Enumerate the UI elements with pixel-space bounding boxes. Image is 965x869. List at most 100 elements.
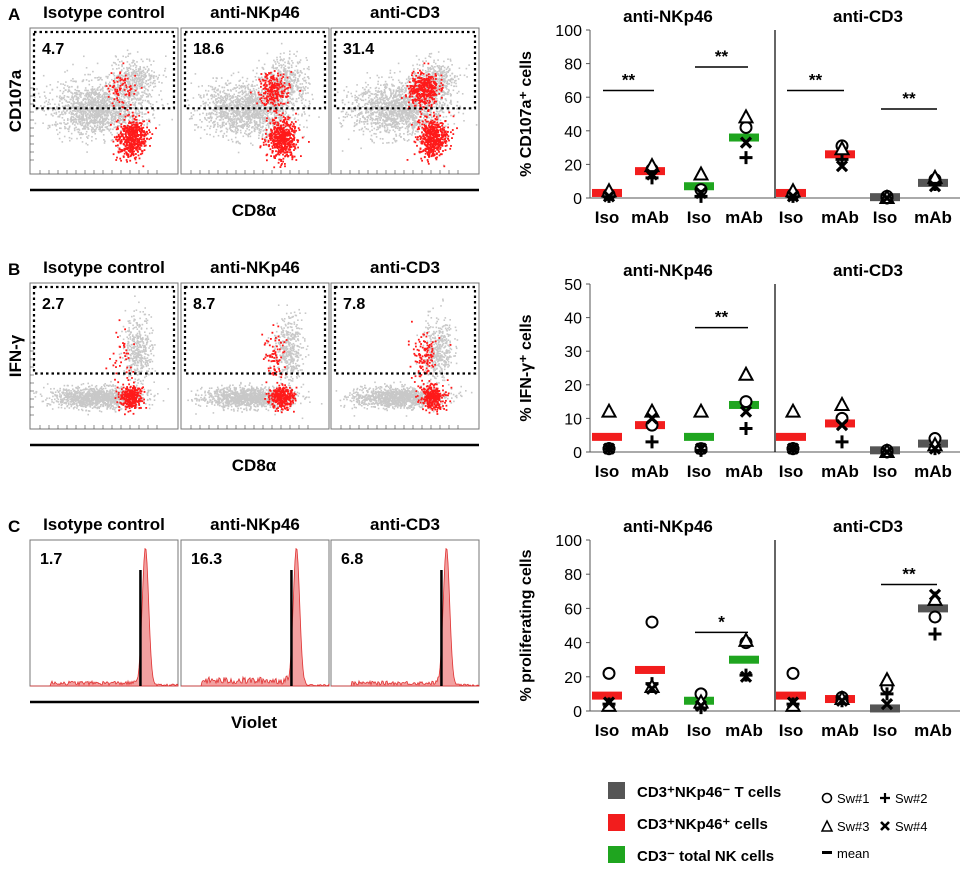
gray-event: [90, 79, 93, 82]
gray-event: [122, 115, 124, 117]
gray-event: [229, 124, 231, 127]
gray-event: [102, 110, 104, 112]
gray-event: [140, 97, 142, 100]
gray-event: [70, 132, 73, 135]
gray-event: [228, 123, 231, 125]
red-event: [136, 146, 139, 149]
gray-event: [109, 114, 112, 116]
gray-event: [296, 69, 299, 72]
gray-event: [223, 105, 225, 108]
red-event: [139, 122, 142, 124]
gray-event: [127, 82, 129, 84]
gray-event: [123, 92, 125, 95]
red-event: [119, 88, 121, 91]
gray-event: [106, 106, 108, 108]
red-event: [120, 131, 122, 134]
gray-event: [124, 113, 127, 116]
gray-event: [93, 116, 95, 119]
red-event: [134, 134, 137, 137]
gray-event: [220, 130, 223, 132]
gray-event: [98, 109, 101, 111]
gray-event: [247, 123, 250, 125]
gray-event: [204, 118, 207, 120]
gray-event: [92, 93, 95, 95]
gray-event: [81, 119, 83, 121]
gray-event: [246, 102, 249, 104]
gray-event: [129, 52, 132, 55]
gray-event: [257, 105, 259, 107]
red-event: [118, 101, 121, 103]
red-event: [280, 114, 283, 117]
gray-event: [255, 126, 257, 128]
gray-event: [78, 102, 80, 104]
gray-event: [107, 115, 109, 117]
gray-event: [134, 103, 136, 105]
red-event: [286, 143, 288, 146]
gray-event: [133, 96, 136, 99]
gray-event: [203, 96, 205, 98]
gray-event: [70, 119, 73, 121]
gray-event: [85, 142, 87, 145]
gray-event: [143, 76, 146, 78]
gray-event: [255, 121, 258, 123]
gray-event: [105, 75, 107, 78]
gray-event: [232, 72, 235, 75]
gray-event: [81, 115, 83, 118]
gray-event: [107, 121, 109, 124]
gray-event: [282, 63, 285, 66]
gray-event: [106, 128, 109, 130]
gray-event: [141, 101, 143, 104]
gray-event: [235, 130, 237, 133]
gray-event: [91, 100, 93, 103]
gray-event: [88, 98, 90, 101]
gray-event: [130, 91, 133, 93]
gray-event: [80, 118, 82, 120]
gray-event: [107, 75, 109, 78]
gray-event: [236, 103, 238, 106]
gray-event: [123, 72, 126, 75]
gray-event: [217, 124, 219, 126]
gray-event: [75, 89, 78, 92]
gray-event: [155, 75, 157, 78]
gray-event: [87, 73, 89, 76]
gray-event: [246, 122, 248, 125]
red-event: [133, 136, 136, 138]
gray-event: [88, 91, 90, 94]
gray-event: [102, 122, 105, 125]
red-event: [124, 133, 127, 135]
gray-event: [118, 113, 120, 115]
gray-event: [94, 94, 96, 96]
red-event: [271, 150, 274, 152]
gray-event: [135, 65, 138, 67]
gray-event: [165, 76, 167, 78]
gray-event: [292, 109, 294, 112]
gray-event: [134, 97, 137, 100]
gray-event: [214, 113, 217, 116]
gray-event: [248, 133, 251, 135]
gray-event: [139, 87, 142, 90]
gray-event: [192, 97, 195, 99]
gray-event: [287, 105, 290, 108]
gray-event: [204, 105, 206, 107]
gray-event: [72, 96, 74, 99]
red-event: [112, 140, 115, 143]
gray-event: [293, 133, 296, 135]
gray-event: [111, 84, 113, 87]
gray-event: [253, 89, 255, 92]
gray-event: [214, 87, 216, 90]
gray-event: [238, 101, 240, 104]
gray-event: [75, 95, 78, 98]
gray-event: [104, 96, 107, 99]
gray-event: [72, 103, 74, 106]
gray-event: [133, 62, 136, 65]
red-event: [131, 143, 134, 146]
gray-event: [289, 100, 292, 103]
gray-event: [296, 89, 299, 91]
gray-event: [97, 99, 99, 102]
gray-event: [288, 70, 291, 72]
gray-event: [117, 84, 120, 87]
gray-event: [98, 92, 100, 94]
gray-event: [262, 122, 265, 125]
red-event: [285, 137, 288, 140]
red-event: [127, 156, 130, 158]
